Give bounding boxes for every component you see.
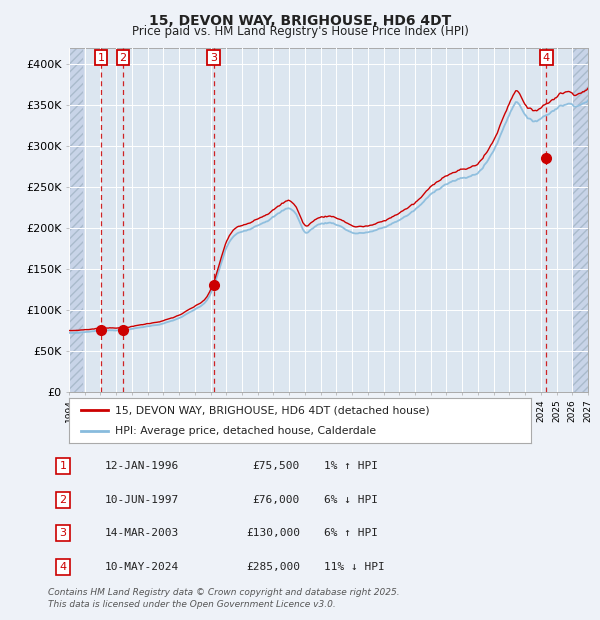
Bar <box>572 48 588 392</box>
Text: 4: 4 <box>543 53 550 63</box>
Text: 1: 1 <box>59 461 67 471</box>
Text: £130,000: £130,000 <box>246 528 300 538</box>
Text: Price paid vs. HM Land Registry's House Price Index (HPI): Price paid vs. HM Land Registry's House … <box>131 25 469 38</box>
Text: 3: 3 <box>210 53 217 63</box>
Text: 4: 4 <box>59 562 67 572</box>
Text: 15, DEVON WAY, BRIGHOUSE, HD6 4DT (detached house): 15, DEVON WAY, BRIGHOUSE, HD6 4DT (detac… <box>115 405 430 415</box>
Text: Contains HM Land Registry data © Crown copyright and database right 2025.
This d: Contains HM Land Registry data © Crown c… <box>48 588 400 609</box>
Text: 6% ↓ HPI: 6% ↓ HPI <box>324 495 378 505</box>
Text: 10-JUN-1997: 10-JUN-1997 <box>105 495 179 505</box>
Text: 1% ↑ HPI: 1% ↑ HPI <box>324 461 378 471</box>
Text: 11% ↓ HPI: 11% ↓ HPI <box>324 562 385 572</box>
Text: 2: 2 <box>59 495 67 505</box>
Text: 12-JAN-1996: 12-JAN-1996 <box>105 461 179 471</box>
Text: 2: 2 <box>119 53 127 63</box>
Text: 15, DEVON WAY, BRIGHOUSE, HD6 4DT: 15, DEVON WAY, BRIGHOUSE, HD6 4DT <box>149 14 451 28</box>
Text: £75,500: £75,500 <box>253 461 300 471</box>
Text: £285,000: £285,000 <box>246 562 300 572</box>
Text: 6% ↑ HPI: 6% ↑ HPI <box>324 528 378 538</box>
Text: 14-MAR-2003: 14-MAR-2003 <box>105 528 179 538</box>
Text: 10-MAY-2024: 10-MAY-2024 <box>105 562 179 572</box>
Text: £76,000: £76,000 <box>253 495 300 505</box>
Text: 1: 1 <box>98 53 104 63</box>
Text: HPI: Average price, detached house, Calderdale: HPI: Average price, detached house, Cald… <box>115 426 376 436</box>
Text: 3: 3 <box>59 528 67 538</box>
Bar <box>69 48 83 392</box>
